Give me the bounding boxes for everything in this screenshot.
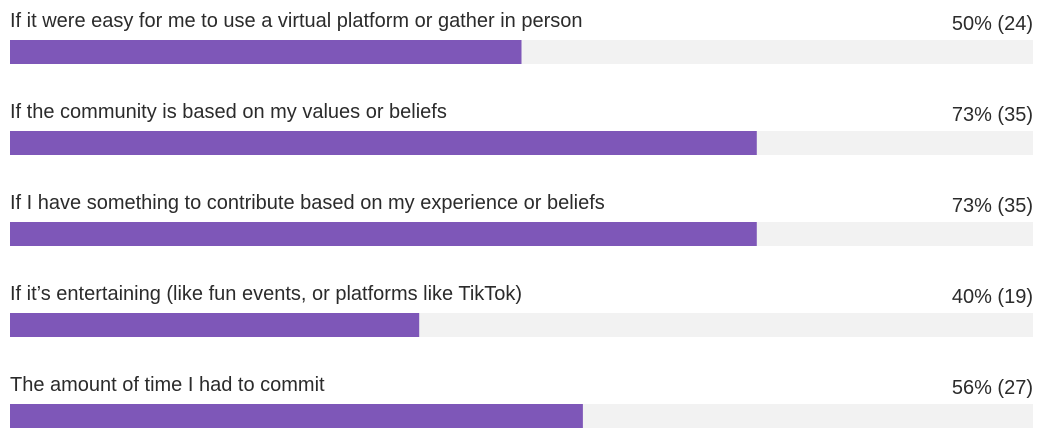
bar: [10, 131, 757, 155]
value-label: 50% (24): [952, 13, 1033, 35]
category-label: The amount of time I had to commit: [10, 374, 325, 396]
bar: [10, 222, 757, 246]
category-label: If it’s entertaining (like fun events, o…: [10, 283, 522, 305]
category-label: If the community is based on my values o…: [10, 101, 447, 123]
value-label: 73% (35): [952, 104, 1033, 126]
category-label: If I have something to contribute based …: [10, 192, 605, 214]
bar: [10, 313, 420, 337]
value-label: 40% (19): [952, 286, 1033, 308]
value-label: 56% (27): [952, 377, 1033, 399]
category-label: If it were easy for me to use a virtual …: [10, 10, 582, 32]
bar: [10, 40, 522, 64]
bar: [10, 404, 583, 428]
value-label: 73% (35): [952, 195, 1033, 217]
